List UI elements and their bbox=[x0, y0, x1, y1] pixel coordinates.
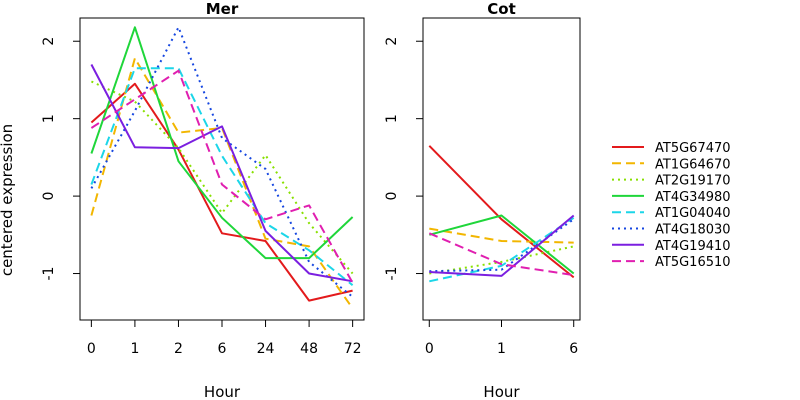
series-line-at5g67470 bbox=[90, 82, 353, 302]
series-line-at4g18030 bbox=[90, 26, 354, 298]
y-tick-label: -1 bbox=[384, 267, 400, 281]
x-axis-label: Hour bbox=[483, 383, 520, 400]
y-tick-label: 0 bbox=[384, 192, 400, 201]
series-line-at4g34980 bbox=[429, 214, 575, 275]
y-tick-label: 1 bbox=[384, 114, 400, 123]
series-line-at5g16510 bbox=[428, 232, 574, 277]
panel-title: Mer bbox=[206, 0, 239, 18]
series-line-at4g19410 bbox=[90, 64, 353, 283]
legend-label: AT4G18030 bbox=[655, 223, 731, 238]
series-line-at1g64670 bbox=[429, 227, 574, 244]
series-line-at4g18030 bbox=[429, 218, 575, 273]
series-line-at1g64670 bbox=[90, 57, 354, 309]
series-line-at1g04040 bbox=[90, 67, 354, 286]
x-tick-label: 1 bbox=[130, 341, 139, 357]
series-line-at4g19410 bbox=[429, 214, 575, 277]
panel-mer: Mer 0 1 2 6 24 48 72 -1 0 1 2 Hour bbox=[41, 0, 365, 400]
x-tick-label: 0 bbox=[425, 341, 434, 357]
y-tick-label: 2 bbox=[384, 37, 400, 46]
series-line-at1g04040 bbox=[429, 216, 575, 283]
series-line-at4g34980 bbox=[90, 26, 354, 260]
legend-label: AT1G04040 bbox=[655, 206, 731, 221]
x-tick-label: 6 bbox=[569, 341, 578, 357]
y-tick-label: 2 bbox=[41, 37, 57, 46]
legend-label: AT1G64670 bbox=[655, 157, 731, 172]
x-axis-label: Hour bbox=[204, 383, 241, 400]
panel-title: Cot bbox=[487, 0, 515, 18]
y-tick-label: 0 bbox=[41, 192, 57, 201]
legend-label: AT4G34980 bbox=[655, 190, 731, 205]
series-line-at2g19170 bbox=[429, 245, 574, 275]
x-tick-label: 6 bbox=[218, 341, 227, 357]
series-line-at5g67470 bbox=[428, 145, 575, 279]
legend-label: AT2G19170 bbox=[655, 174, 731, 189]
legend-label: AT5G16510 bbox=[655, 255, 731, 270]
panel-cot: Cot 0 1 6 -1 0 1 2 Hour bbox=[384, 0, 581, 400]
y-tick-label: -1 bbox=[41, 267, 57, 281]
x-tick-label: 0 bbox=[87, 341, 96, 357]
series-line-at5g16510 bbox=[90, 69, 354, 284]
legend-label: AT4G19410 bbox=[655, 239, 731, 254]
y-tick-label: 1 bbox=[41, 114, 57, 123]
x-tick-label: 1 bbox=[497, 341, 506, 357]
x-tick-label: 72 bbox=[344, 341, 362, 357]
x-tick-label: 24 bbox=[257, 341, 275, 357]
series-line-at2g19170 bbox=[90, 80, 354, 275]
y-axis-label: centered expression bbox=[0, 124, 16, 276]
legend-label: AT5G67470 bbox=[655, 141, 731, 156]
x-tick-label: 48 bbox=[300, 341, 318, 357]
x-tick-label: 2 bbox=[174, 341, 183, 357]
